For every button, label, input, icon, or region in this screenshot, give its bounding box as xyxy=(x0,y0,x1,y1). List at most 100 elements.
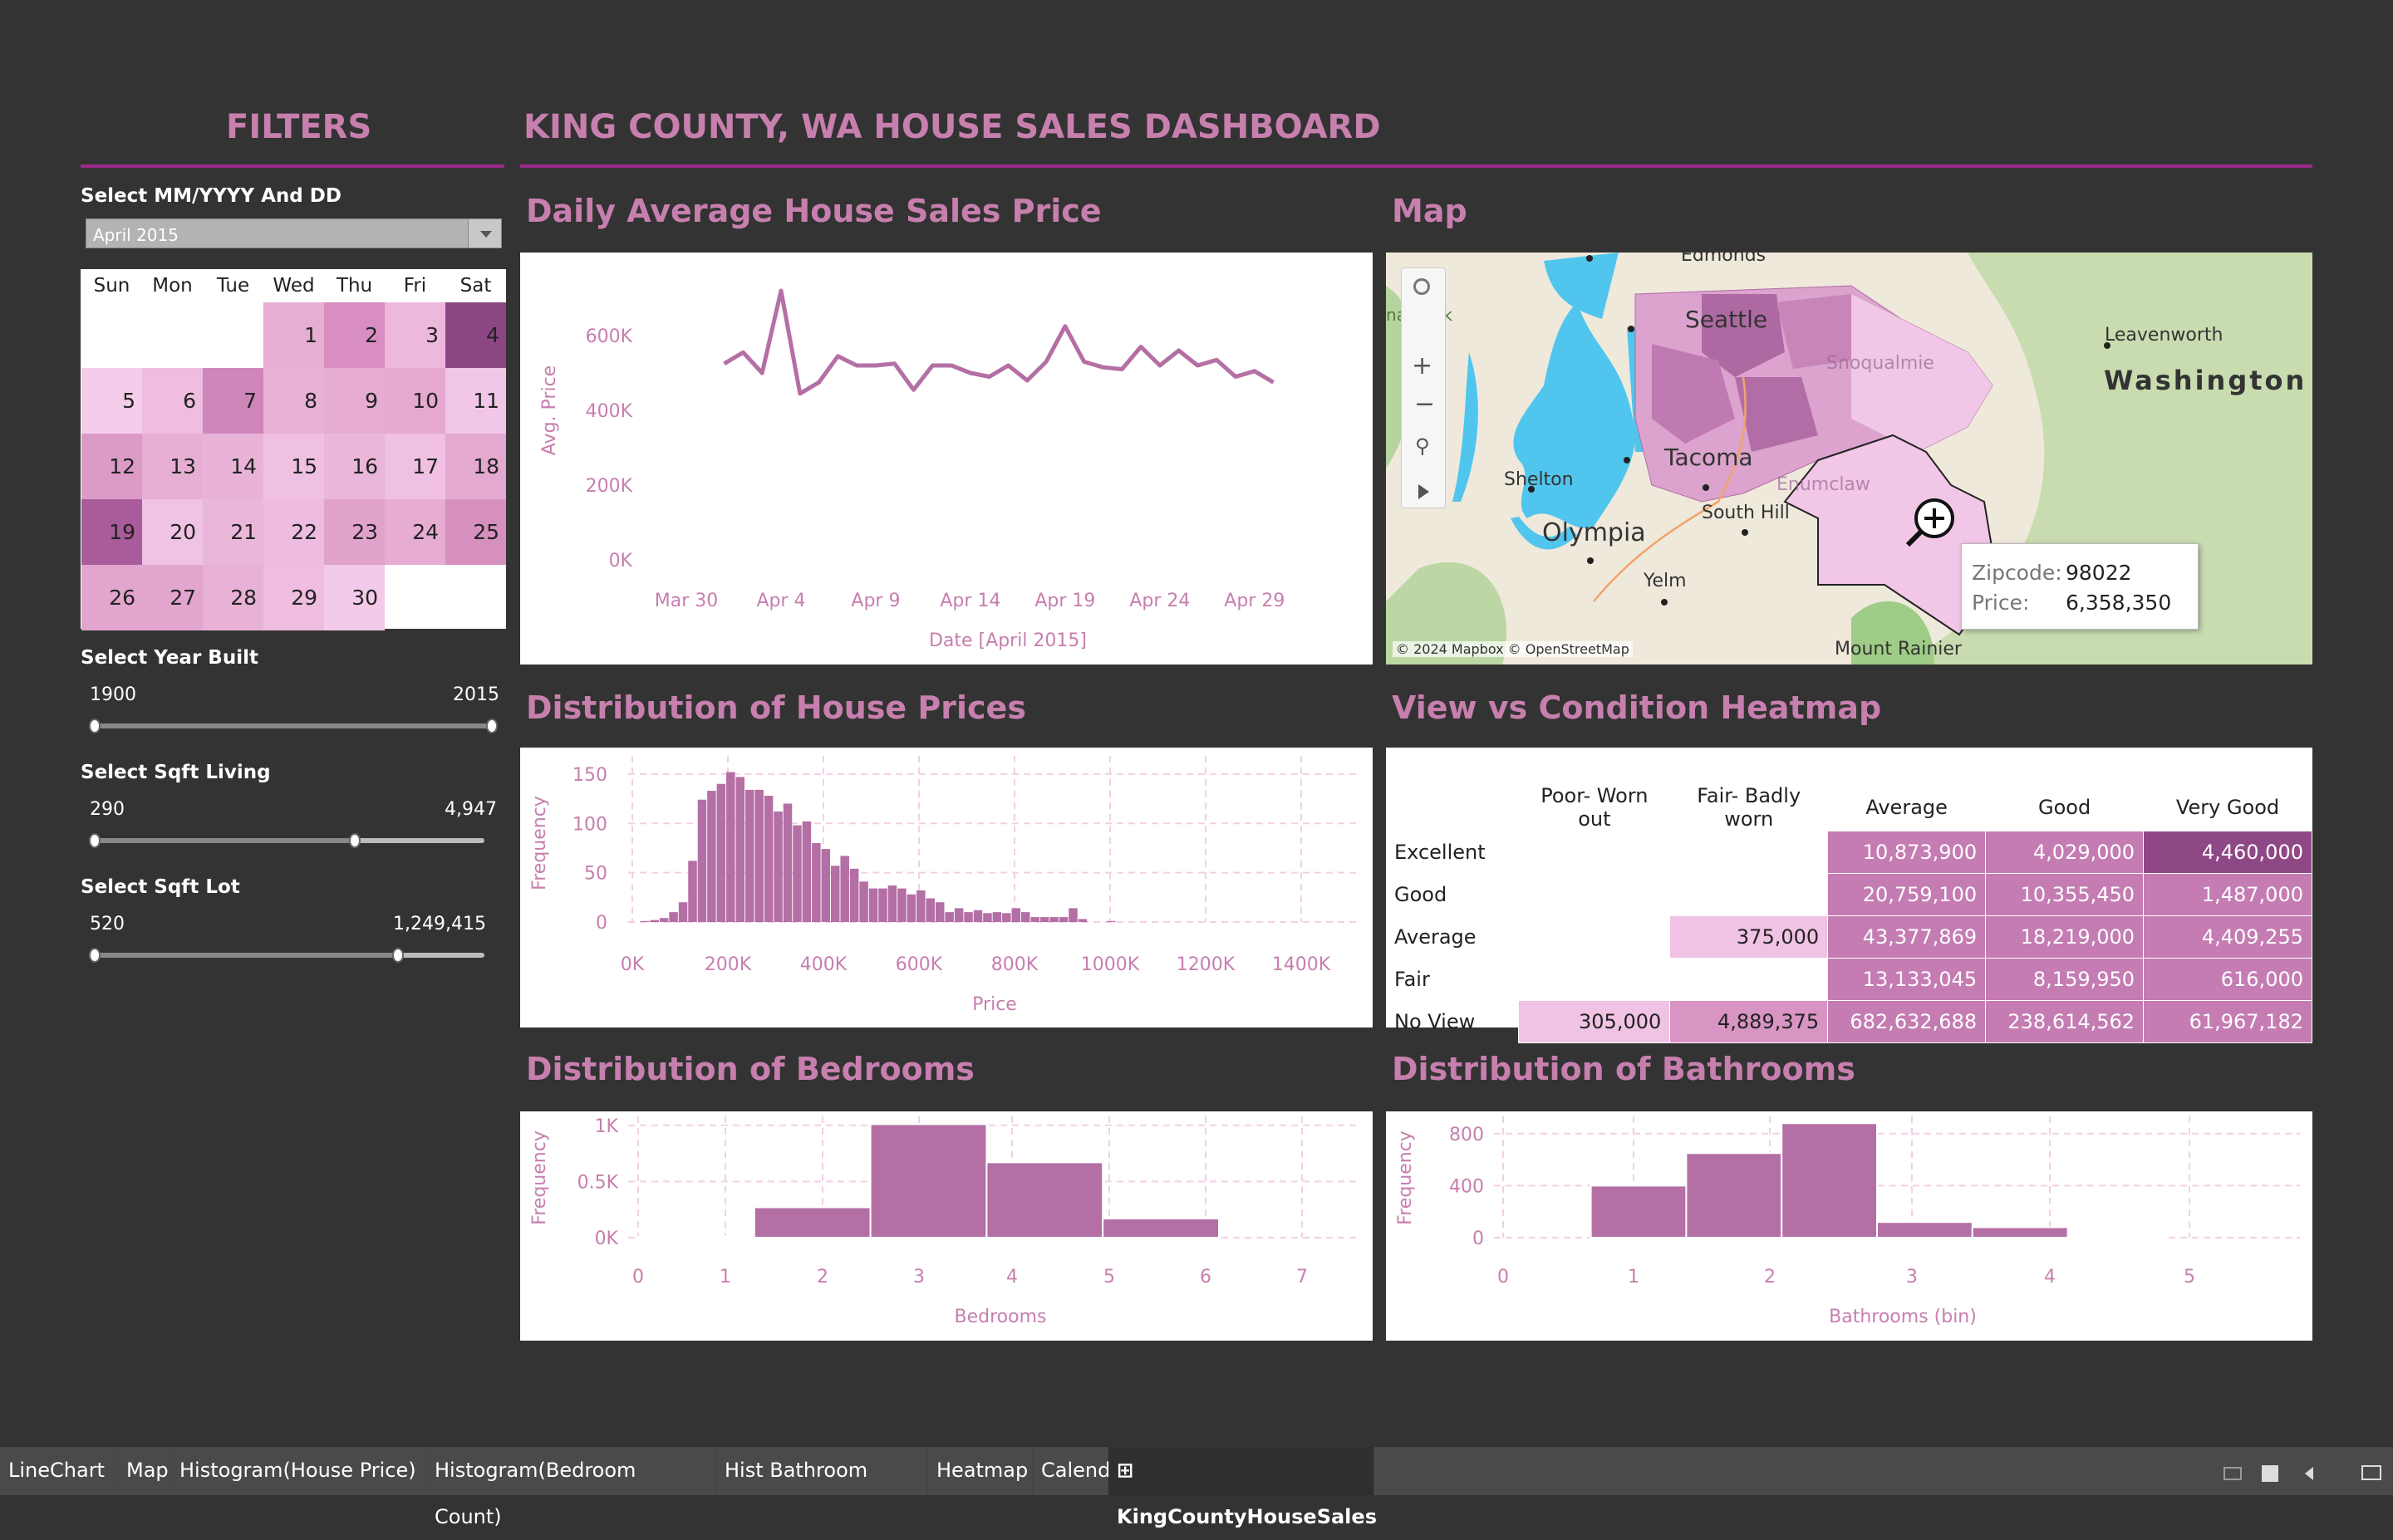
heatmap-cell[interactable]: 616,000 xyxy=(2144,958,2312,1000)
price-bar xyxy=(726,772,735,923)
calendar-date[interactable]: 12 xyxy=(81,434,142,499)
x-tick-label: 2 xyxy=(817,1267,828,1287)
calendar-date[interactable]: 30 xyxy=(324,565,385,630)
city-dot xyxy=(1628,326,1634,332)
calendar-date[interactable]: 13 xyxy=(142,434,203,499)
sqft-lot-max-handle[interactable] xyxy=(392,948,404,963)
heatmap-cell[interactable]: 4,889,375 xyxy=(1670,1000,1828,1042)
tab-calendar[interactable]: Calendar xyxy=(1033,1447,1108,1495)
heatmap-cell[interactable]: 4,460,000 xyxy=(2144,831,2312,873)
tab-histogram-house-price-[interactable]: Histogram(House Price) xyxy=(171,1447,426,1495)
year-built-min-handle[interactable] xyxy=(89,719,101,733)
calendar-date[interactable]: 22 xyxy=(263,499,324,565)
calendar-date[interactable]: 14 xyxy=(203,434,263,499)
calendar-date[interactable]: 25 xyxy=(445,499,506,565)
year-built-slider[interactable] xyxy=(94,723,493,728)
tooltip-price-value: 6,358,350 xyxy=(2066,591,2171,615)
play-icon[interactable] xyxy=(1418,484,1437,499)
calendar-date[interactable]: 21 xyxy=(203,499,263,565)
heatmap-cell[interactable]: 238,614,562 xyxy=(1986,1000,2144,1042)
fill-view-icon[interactable] xyxy=(2262,1465,2278,1482)
heatmap-cell[interactable]: 13,133,045 xyxy=(1828,958,1986,1000)
calendar-date[interactable]: 15 xyxy=(263,434,324,499)
chevron-down-icon[interactable] xyxy=(468,219,501,248)
sqft-lot-min-handle[interactable] xyxy=(89,948,101,963)
calendar-date[interactable]: 9 xyxy=(324,368,385,434)
sqft-living-max-handle[interactable] xyxy=(349,833,361,848)
tab-hist-bathroom[interactable]: Hist Bathroom xyxy=(716,1447,928,1495)
tab-kingcountyhousesales[interactable]: ⊞ KingCountyHouseSales xyxy=(1108,1447,1374,1495)
calendar-day-header: Tue xyxy=(203,269,263,302)
heatmap-cell[interactable]: 18,219,000 xyxy=(1986,915,2144,958)
calendar-date[interactable]: 8 xyxy=(263,368,324,434)
calendar-date[interactable]: 7 xyxy=(203,368,263,434)
heatmap-cell[interactable]: 375,000 xyxy=(1670,915,1828,958)
map-panel[interactable]: Edmonds Seattle Leavenworth Washington T… xyxy=(1386,253,2312,665)
tab-linechart[interactable]: LineChart xyxy=(0,1447,118,1495)
calendar-date[interactable]: 6 xyxy=(142,368,203,434)
calendar-date[interactable]: 4 xyxy=(445,302,506,368)
heatmap-cell[interactable]: 10,873,900 xyxy=(1828,831,1986,873)
heatmap-cell[interactable]: 1,487,000 xyxy=(2144,873,2312,915)
calendar-date[interactable]: 5 xyxy=(81,368,142,434)
heatmap-cell[interactable]: 43,377,869 xyxy=(1828,915,1986,958)
x-tick-label: 0 xyxy=(632,1267,644,1287)
calendar-date[interactable]: 29 xyxy=(263,565,324,630)
calendar-date[interactable]: 18 xyxy=(445,434,506,499)
price-bar xyxy=(945,912,954,922)
calendar-date[interactable]: 19 xyxy=(81,499,142,565)
year-built-label: Select Year Built xyxy=(81,647,258,669)
calendar-date[interactable]: 2 xyxy=(324,302,385,368)
sqft-lot-fill xyxy=(94,953,399,958)
price-bar xyxy=(850,869,859,922)
year-built-max-handle[interactable] xyxy=(486,719,498,733)
x-tick-label: 4 xyxy=(2044,1267,2056,1287)
search-icon[interactable] xyxy=(1413,278,1430,295)
prev-tab-icon[interactable] xyxy=(2298,1467,2313,1480)
tab-histogram-bedroom-count-[interactable]: Histogram(Bedroom Count) xyxy=(426,1447,716,1495)
zoom-out-icon[interactable]: − xyxy=(1414,390,1435,419)
calendar-date[interactable]: 20 xyxy=(142,499,203,565)
calendar-date[interactable]: 10 xyxy=(385,368,445,434)
map-label: Washington xyxy=(2104,365,2307,396)
y-tick-label: 200K xyxy=(586,476,633,497)
heatmap-cell[interactable]: 61,967,182 xyxy=(2144,1000,2312,1042)
grid-view-icon[interactable] xyxy=(2223,1467,2242,1480)
heatmap-cell[interactable]: 10,355,450 xyxy=(1986,873,2144,915)
calendar-date[interactable]: 28 xyxy=(203,565,263,630)
sqft-lot-slider[interactable] xyxy=(94,953,484,958)
heatmap-cell[interactable]: 4,409,255 xyxy=(2144,915,2312,958)
calendar-date[interactable]: 11 xyxy=(445,368,506,434)
tab-heatmap[interactable]: Heatmap xyxy=(928,1447,1033,1495)
zoom-in-icon[interactable]: + xyxy=(1412,351,1432,380)
heatmap-cell[interactable]: 682,632,688 xyxy=(1828,1000,1986,1042)
tab-map[interactable]: Map xyxy=(118,1447,171,1495)
heatmap-cell[interactable]: 4,029,000 xyxy=(1986,831,2144,873)
pin-icon[interactable]: ⚲ xyxy=(1415,434,1430,458)
heatmap-cell[interactable]: 20,759,100 xyxy=(1828,873,1986,915)
heatmap-cell[interactable]: 8,159,950 xyxy=(1986,958,2144,1000)
calendar-date[interactable]: 26 xyxy=(81,565,142,630)
calendar-date[interactable]: 16 xyxy=(324,434,385,499)
present-icon[interactable] xyxy=(2361,1465,2381,1480)
calendar-date[interactable]: 27 xyxy=(142,565,203,630)
price-line xyxy=(725,291,1274,394)
calendar-date[interactable]: 23 xyxy=(324,499,385,565)
calendar-date[interactable]: 1 xyxy=(263,302,324,368)
sqft-living-slider[interactable] xyxy=(94,838,484,843)
calendar-date[interactable]: 3 xyxy=(385,302,445,368)
calendar-date[interactable]: 24 xyxy=(385,499,445,565)
month-dropdown[interactable]: April 2015 xyxy=(86,218,502,248)
heatmap-cell[interactable]: 305,000 xyxy=(1519,1000,1670,1042)
calendar-date[interactable]: 17 xyxy=(385,434,445,499)
sqft-living-min-handle[interactable] xyxy=(89,833,101,848)
